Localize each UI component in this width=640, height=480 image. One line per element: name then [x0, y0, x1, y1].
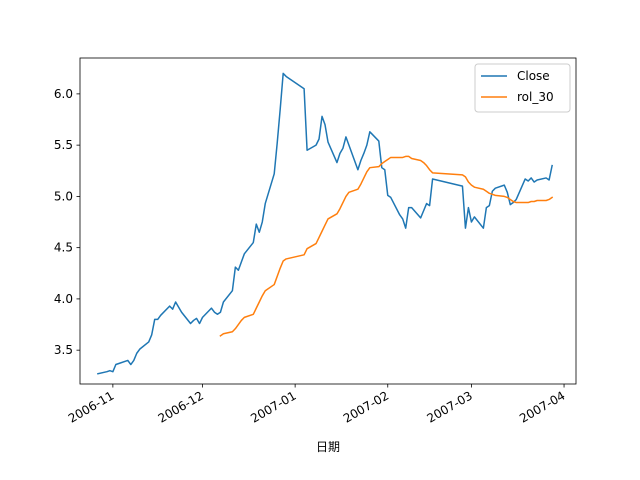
y-tick-label: 5.5: [54, 138, 73, 152]
y-tick-label: 4.0: [54, 292, 73, 306]
series-line-rol-30: [219, 155, 554, 337]
legend-label: Close: [517, 69, 550, 83]
legend: Close rol_30: [474, 63, 571, 113]
y-tick-label: 6.0: [54, 87, 73, 101]
legend-label: rol_30: [517, 90, 554, 104]
series-layer: [97, 72, 554, 375]
x-axis-label: 日期: [316, 440, 340, 454]
plot-area-frame: [79, 57, 577, 385]
y-tick-label: 5.0: [54, 189, 73, 203]
y-tick-label: 3.5: [54, 343, 73, 357]
y-tick-label: 4.5: [54, 241, 73, 255]
series-line-close: [97, 72, 553, 375]
y-axis: 3.5 4.0 4.5 5.0 5.5 6.0: [54, 87, 80, 357]
